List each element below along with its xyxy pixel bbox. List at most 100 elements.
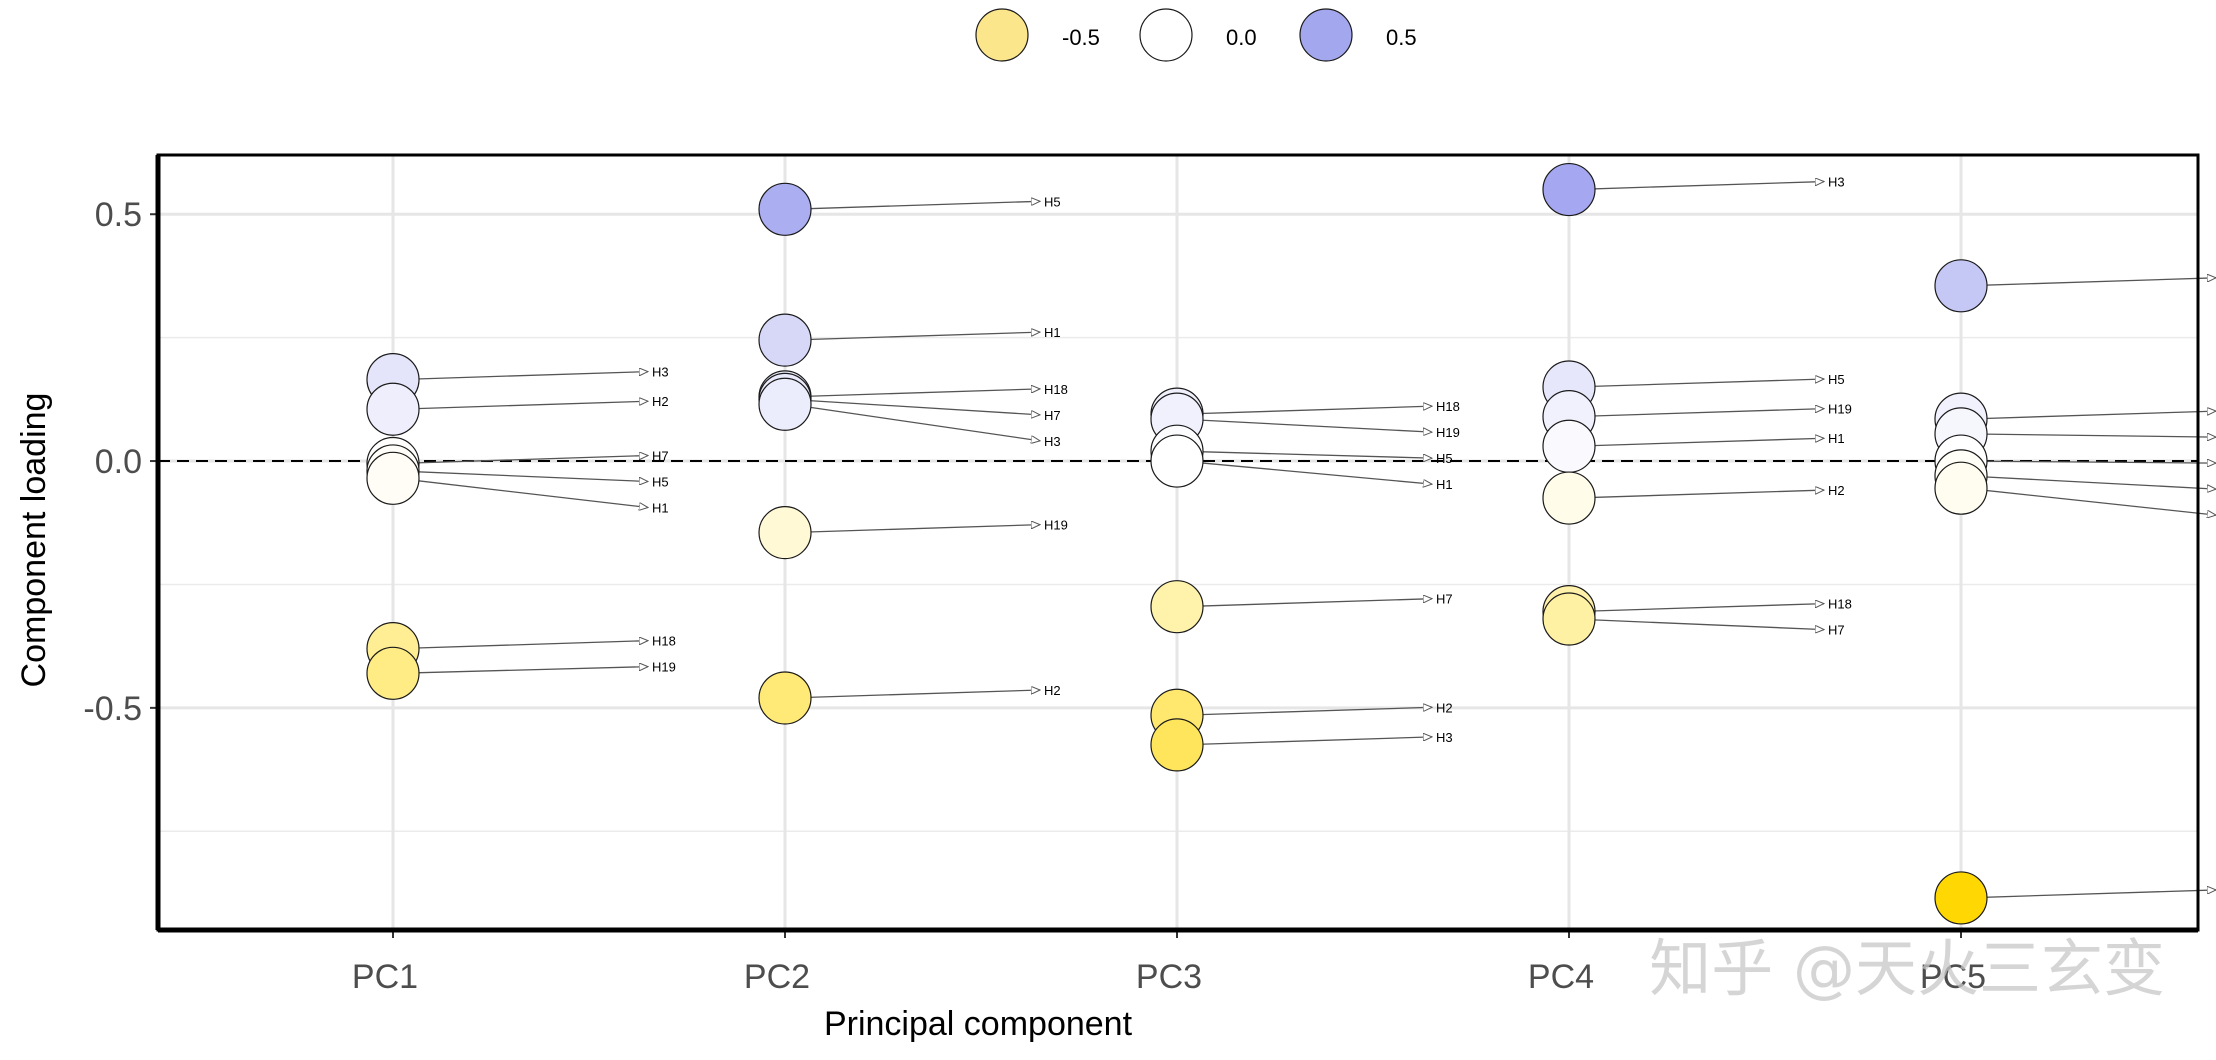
point-label: H7 [1828,623,1845,638]
label-arrow [1572,438,1824,447]
grid [158,155,2198,930]
data-point [1934,871,1988,925]
data-point [758,671,812,725]
point-labels: H3 H2 H7 H5 H1 H18 H19 H5 H1 H18 H7 H3 H19 H2 H18 H19 H5… [652,175,1852,745]
y-tick-label: -0.5 [83,690,142,728]
label-arrow [788,201,1040,210]
point-label: H5 [1828,372,1845,387]
points [366,162,1988,925]
label-arrow [396,641,648,650]
point-label: H1 [652,501,669,516]
point-label: H7 [1436,592,1453,607]
label-arrow [1180,707,1432,716]
label-arrow [788,525,1040,534]
label-arrow [1180,599,1432,608]
legend-label: -0.5 [1062,25,1100,50]
label-arrow [1964,487,2216,515]
label-arrow [1572,618,1824,630]
label-arrow [1572,379,1824,388]
legend-label: 0.0 [1226,25,1257,50]
data-point [366,646,420,700]
point-label: H2 [1436,700,1453,715]
point-label: H1 [1828,431,1845,446]
label-arrow [1180,418,1432,432]
label-arrow [396,456,648,465]
data-point [1542,471,1596,525]
label-arrow [788,690,1040,699]
label-arrow [396,470,648,482]
point-label: H3 [652,365,669,380]
label-arrow [1964,890,2216,899]
point-label: H18 [1828,597,1852,612]
label-arrow [1572,490,1824,499]
legend-swatch [1299,8,1353,62]
label-arrow [396,477,648,507]
label-arrow [1964,461,2216,463]
x-tick-label: PC5 [1920,958,1986,996]
data-point [758,182,812,236]
point-label: H18 [1044,382,1068,397]
legend-swatch [975,8,1029,62]
label-arrow [1572,409,1824,418]
label-arrow [1180,737,1432,746]
label-arrow [788,403,1040,441]
label-arrow [1964,434,2216,437]
data-point [758,377,812,431]
label-arrow [1964,411,2216,420]
point-label: H3 [1044,434,1061,449]
data-point [1542,419,1596,473]
data-point [366,451,420,505]
point-label: H19 [652,660,676,675]
point-label: H19 [1828,402,1852,417]
data-point [1150,434,1204,488]
data-point [1542,162,1596,217]
watermark: 知乎 @天火三玄变 [1649,932,2165,1005]
x-tick-label: PC4 [1528,958,1594,996]
point-label: H2 [652,394,669,409]
point-label: H5 [1044,194,1061,209]
data-point [1542,592,1596,646]
data-point [758,506,812,560]
label-arrow [788,389,1040,398]
point-label: H7 [1044,408,1061,423]
data-point [758,313,812,367]
label-arrow [1180,460,1432,484]
label-arrow [1180,450,1432,458]
label-arrow [396,401,648,410]
label-arrow [1964,475,2216,489]
point-label: H2 [1044,683,1061,698]
label-arrow [1964,278,2216,287]
x-axis-title: Principal component [824,1005,1133,1043]
label-arrow [788,332,1040,341]
label-arrow [1180,406,1432,415]
point-label: H19 [1436,425,1460,440]
point-label: H18 [652,634,676,649]
point-label: H18 [1436,399,1460,414]
point-label: H3 [1436,730,1453,745]
data-point [366,382,420,436]
data-point [1934,259,1988,313]
label-arrow [396,667,648,674]
point-label: H5 [652,475,669,490]
x-axis: PC1 PC2 PC3 PC4 PC5 [352,930,1986,996]
legend-label: 0.5 [1386,25,1417,50]
point-label: H19 [1044,518,1068,533]
legend-swatch [1139,8,1193,62]
point-label: H7 [652,449,669,464]
y-tick-label: 0.5 [95,196,142,234]
point-label: H1 [1044,325,1061,340]
label-arrows [396,182,2216,899]
point-label: H5 [1436,451,1453,466]
y-tick-label: 0.0 [95,443,142,481]
x-tick-label: PC2 [744,958,810,996]
y-axis-title: Component loading [15,393,53,688]
data-point [1934,461,1988,515]
y-axis: -0.5 0.0 0.5 [83,196,158,728]
label-arrow [788,398,1040,415]
label-arrow [1572,182,1824,191]
x-tick-label: PC3 [1136,958,1202,996]
data-point [1150,718,1204,772]
legend: -0.5 0.0 0.5 [975,8,1417,62]
x-tick-label: PC1 [352,958,418,996]
